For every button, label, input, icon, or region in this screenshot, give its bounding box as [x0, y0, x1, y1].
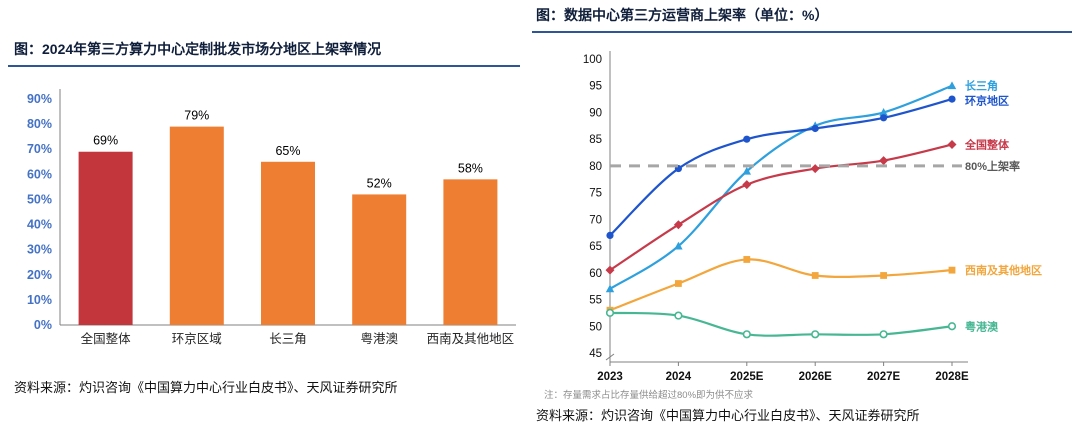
series-end-label: 长三角	[965, 79, 998, 93]
y-tick-label: 60	[589, 268, 602, 280]
bar	[261, 161, 315, 326]
y-tick-label: 20%	[27, 268, 52, 282]
bar-value-label: 52%	[367, 177, 392, 191]
bar	[169, 126, 224, 326]
line-chart-note: 注：存量需求占比存量供给超过80%即为供不应求	[544, 390, 754, 402]
y-tick-label: 50%	[27, 193, 52, 207]
y-tick-label: 50	[589, 321, 602, 333]
bar-chart-source: 资料来源：灼识咨询《中国算力中心行业白皮书》、天风证券研究所	[14, 380, 398, 396]
x-tick-label: 2027E	[867, 371, 901, 383]
marker-diamond	[742, 180, 752, 190]
y-tick-label: 90%	[27, 92, 52, 106]
marker-square	[811, 272, 819, 280]
y-tick-label: 65	[589, 241, 602, 253]
bar-value-label: 69%	[93, 134, 118, 148]
y-tick-label: 100	[583, 54, 602, 66]
marker-circle	[743, 135, 751, 143]
marker-triangle	[605, 284, 615, 293]
bar	[443, 179, 498, 326]
x-tick-label: 2025E	[730, 371, 764, 383]
bar-value-label: 79%	[184, 109, 209, 123]
bar-value-label: 65%	[275, 144, 300, 158]
bar-chart-title: 图：2024年第三方算力中心定制批发市场分地区上架率情况	[8, 40, 520, 68]
y-tick-label: 70	[589, 215, 602, 227]
marker-circle	[948, 95, 956, 103]
series-line	[609, 258, 953, 312]
x-tick-label: 2023	[597, 371, 623, 383]
marker-circle-open	[674, 311, 683, 320]
series-line	[609, 98, 953, 237]
y-tick-label: 95	[589, 81, 602, 93]
marker-triangle	[947, 81, 957, 90]
marker-triangle	[742, 167, 751, 175]
bar	[78, 151, 133, 326]
marker-diamond	[605, 265, 615, 275]
marker-diamond	[673, 220, 683, 230]
series-line	[609, 84, 953, 290]
y-tick-label: 10%	[27, 293, 52, 307]
x-category-label: 长三角	[269, 332, 307, 346]
marker-circle-open	[605, 308, 615, 318]
series-end-label: 全国整体	[964, 138, 1010, 152]
y-tick-label: 40%	[27, 218, 52, 232]
y-tick-label: 75	[589, 188, 602, 200]
series-end-label: 粤港澳	[965, 319, 999, 333]
y-tick-label: 45	[589, 348, 602, 360]
y-tick-label: 0%	[34, 318, 52, 332]
bar-chart-panel: 图：2024年第三方算力中心定制批发市场分地区上架率情况 0% 10% 20% 30%…	[8, 40, 520, 396]
bar	[352, 194, 407, 326]
series-end-label: 80%上架率	[965, 159, 1020, 173]
marker-square	[675, 280, 682, 288]
y-tick-label: 60%	[27, 168, 52, 182]
marker-circle	[811, 125, 819, 133]
marker-circle-open	[811, 330, 820, 339]
x-category-label: 环京区域	[172, 332, 222, 346]
marker-diamond	[947, 140, 957, 150]
marker-circle-open	[879, 330, 888, 339]
bar-value-label: 58%	[458, 162, 483, 176]
y-tick-label: 90	[589, 108, 602, 120]
series-end-label: 西南及其他地区	[965, 263, 1042, 277]
x-category-label: 西南及其他地区	[427, 331, 515, 346]
bar-chart: 0% 10% 20% 30% 40% 50% 60% 70% 80% 90% 69% 全国整体 79% 环…	[27, 89, 516, 346]
y-tick-label: 55	[589, 295, 602, 307]
line-chart: 45 50 55 60 65 70 75 80 85 90 95 100 2023 2024 2025E 20…	[583, 51, 1042, 383]
y-tick-label: 80%	[27, 117, 52, 131]
marker-square	[743, 256, 751, 264]
y-tick-label: 80	[589, 161, 602, 173]
y-tick-label: 30%	[27, 243, 52, 257]
marker-circle	[606, 231, 614, 240]
series-line	[609, 311, 953, 337]
marker-diamond	[879, 156, 889, 166]
x-tick-label: 2024	[666, 371, 692, 383]
marker-triangle	[879, 108, 888, 117]
y-tick-label: 70%	[27, 142, 52, 156]
marker-diamond	[810, 164, 820, 174]
marker-circle-open	[947, 322, 957, 331]
series-end-label: 环京地区	[965, 94, 1009, 108]
marker-circle	[880, 114, 888, 122]
x-category-label: 粤港澳	[360, 331, 398, 346]
axis-break-mark	[605, 353, 615, 361]
y-tick-label: 85	[589, 134, 602, 146]
marker-circle-open	[742, 330, 751, 339]
marker-square	[880, 272, 887, 280]
marker-triangle	[674, 241, 683, 250]
marker-square	[948, 266, 956, 274]
line-chart-source: 资料来源：灼识咨询《中国算力中心行业白皮书》、天风证券研究所	[536, 407, 920, 423]
x-tick-label: 2028E	[935, 371, 969, 383]
x-category-label: 全国整体	[81, 331, 132, 346]
line-chart-title: 图：数据中心第三方运营商上架率（单位：%）	[532, 6, 1072, 34]
x-tick-label: 2026E	[799, 371, 833, 383]
line-chart-panel: 图：数据中心第三方运营商上架率（单位：%） 45 50 55 60 65 70 75 80 85…	[532, 6, 1072, 424]
series-line	[609, 143, 953, 272]
